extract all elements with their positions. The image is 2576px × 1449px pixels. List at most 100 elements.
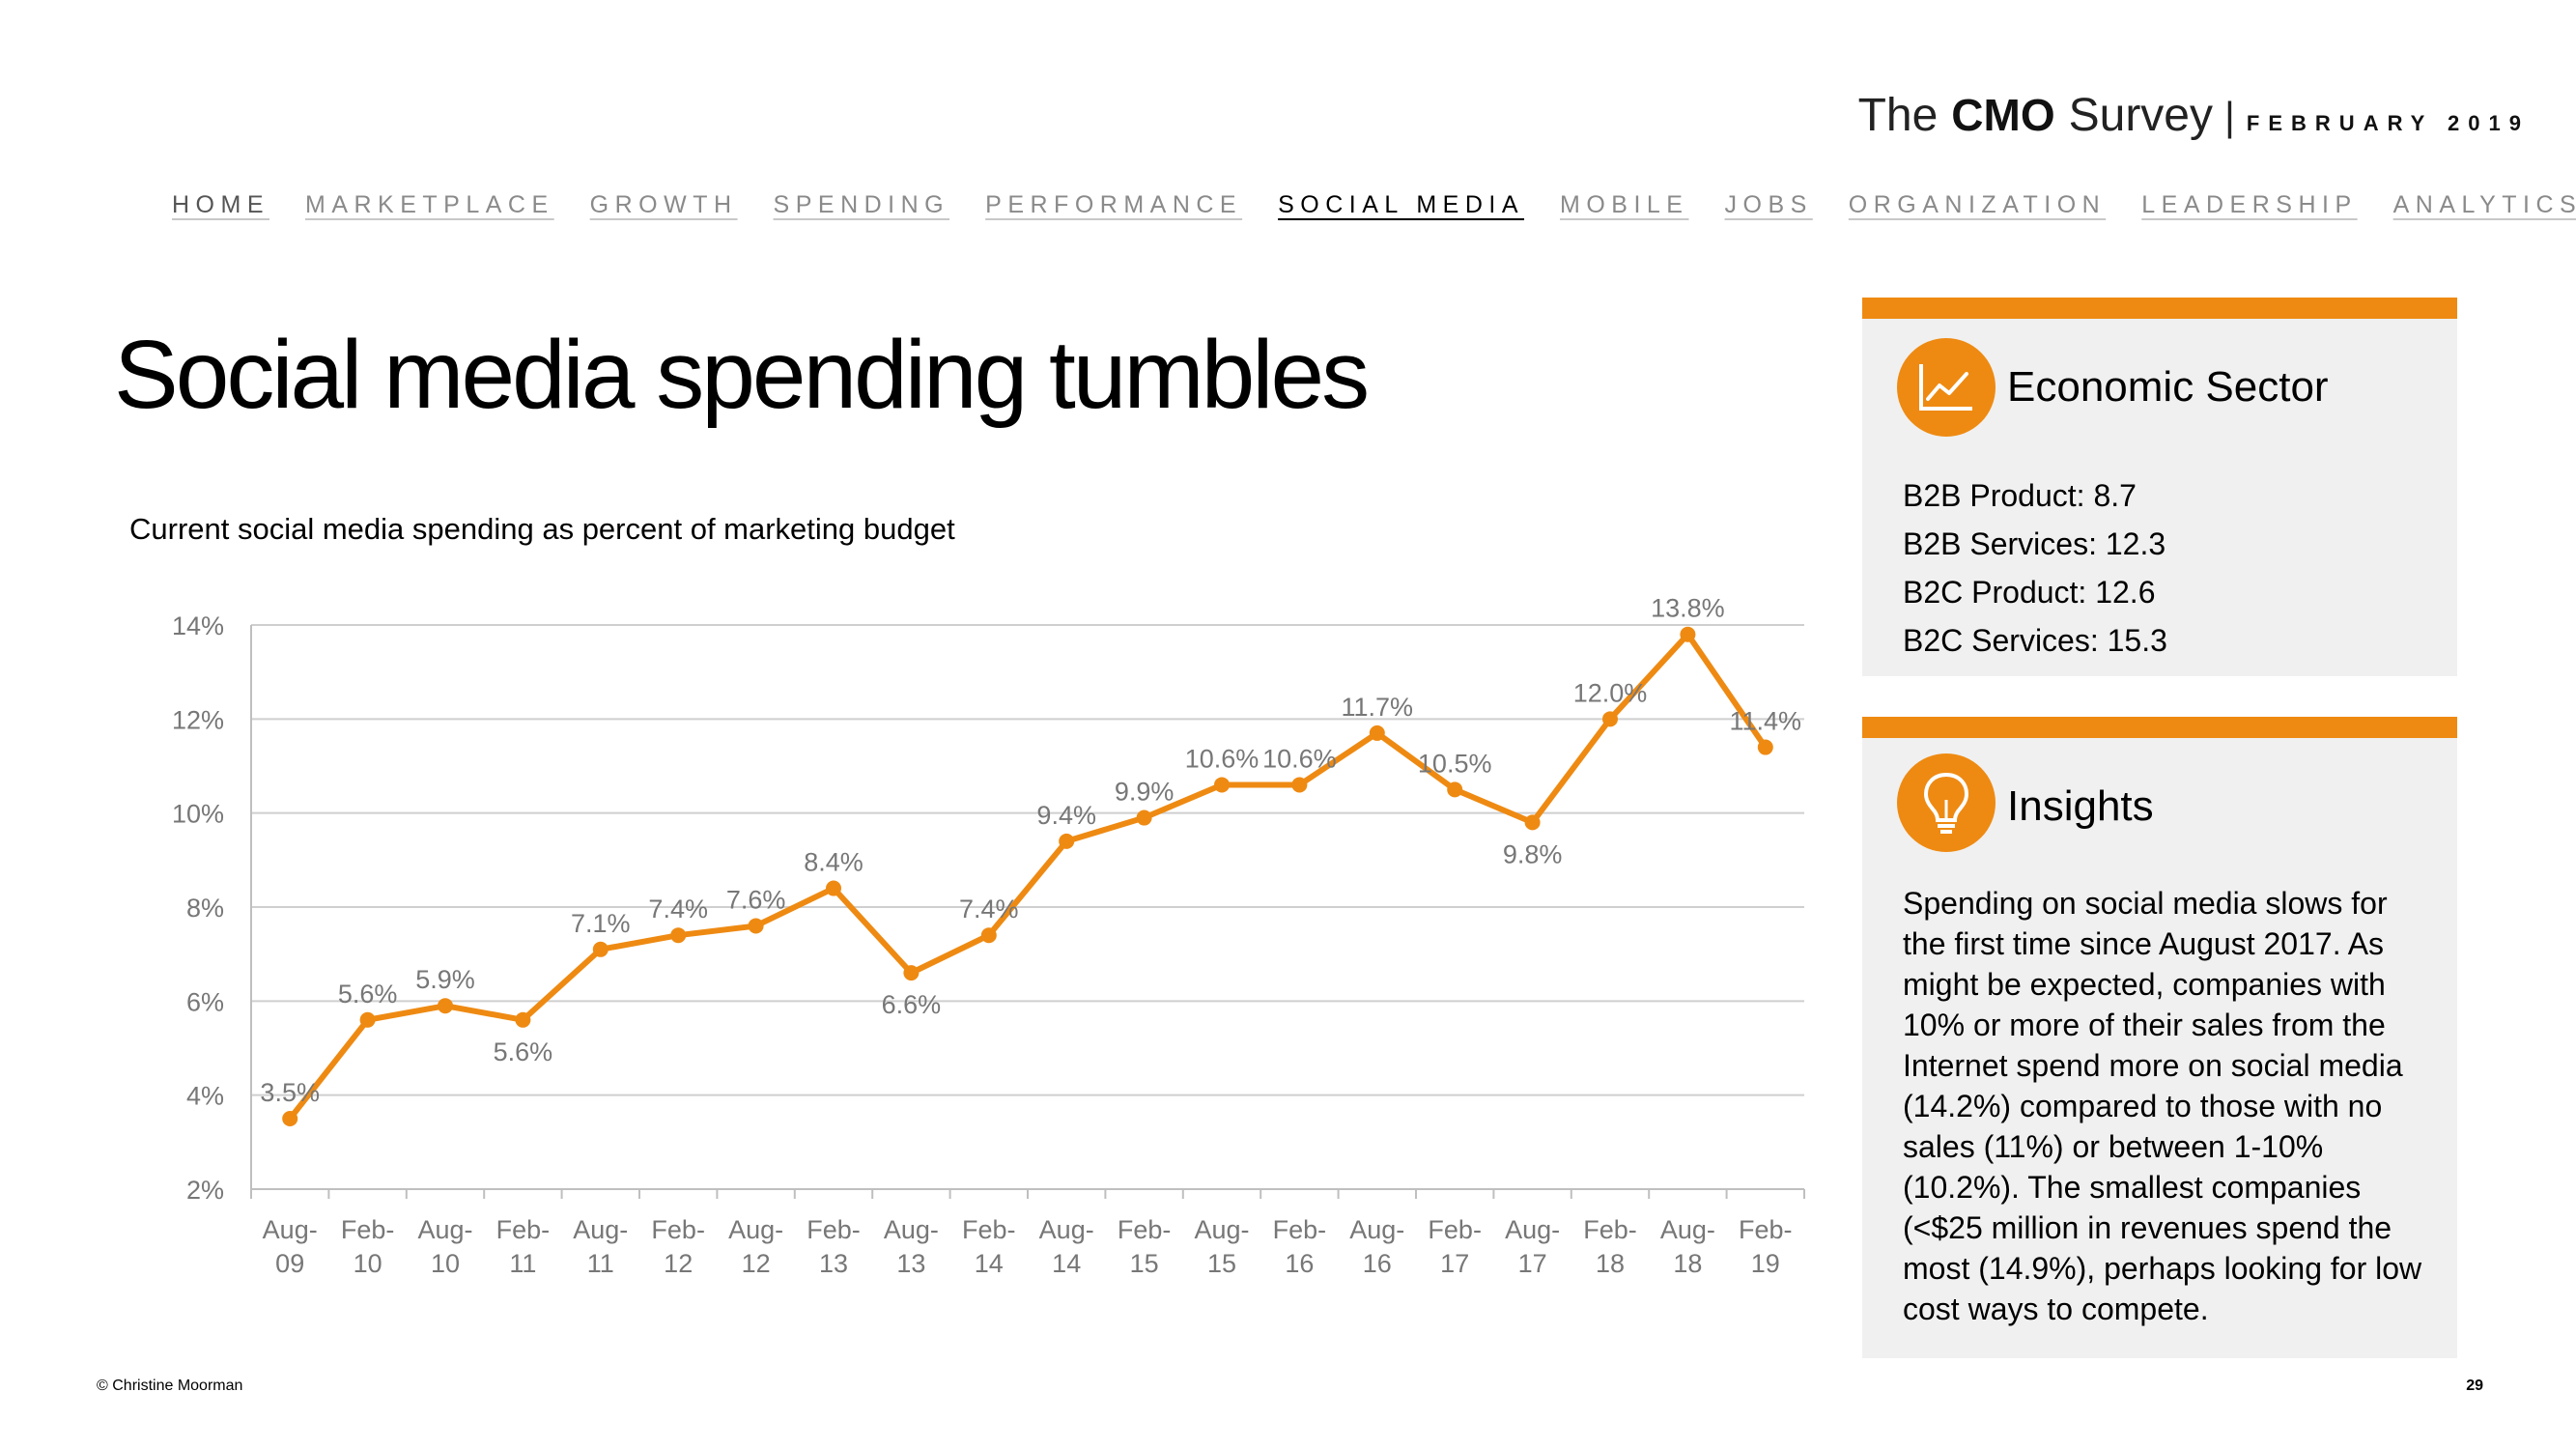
data-label: 8.4% — [804, 848, 863, 877]
x-tick-label: Feb- — [962, 1215, 1016, 1244]
x-tick-label: 17 — [1518, 1249, 1547, 1278]
nav-item-performance[interactable]: PERFORMANCE — [985, 191, 1243, 218]
x-tick-label: Feb- — [1583, 1215, 1637, 1244]
x-tick-label: Feb- — [1118, 1215, 1172, 1244]
x-tick-label: 13 — [819, 1249, 848, 1278]
data-label: 11.4% — [1730, 707, 1802, 736]
data-label: 7.1% — [571, 909, 631, 938]
insights-panel: Insights Spending on social media slows … — [1862, 717, 2457, 1358]
data-point — [1136, 810, 1152, 826]
x-tick-label: 14 — [1052, 1249, 1081, 1278]
data-label: 6.6% — [882, 990, 942, 1019]
nav-item-analytics[interactable]: ANALYTICS — [2392, 191, 2576, 218]
data-label: 7.4% — [959, 895, 1019, 923]
x-tick-label: 14 — [975, 1249, 1004, 1278]
data-point — [1602, 711, 1618, 727]
chart-title: Current social media spending as percent… — [129, 512, 955, 546]
x-tick-label: 18 — [1673, 1249, 1702, 1278]
x-tick-label: Feb- — [1273, 1215, 1327, 1244]
survey-brand: The CMO Survey | FEBRUARY 2019 — [1858, 89, 2530, 142]
list-item: B2C Services: 15.3 — [1903, 623, 2167, 658]
y-tick-label: 4% — [186, 1082, 224, 1111]
data-point — [282, 1111, 298, 1126]
nav-item-leadership[interactable]: LEADERSHIP — [2141, 191, 2358, 218]
brand-separator: | — [2224, 94, 2235, 139]
x-tick-label: 11 — [509, 1249, 536, 1278]
x-tick-label: Aug- — [263, 1215, 318, 1244]
x-tick-label: Aug- — [728, 1215, 783, 1244]
economic-sector-panel: Economic Sector B2B Product: 8.7 B2B Ser… — [1862, 298, 2457, 676]
list-item: B2B Product: 8.7 — [1903, 478, 2137, 513]
data-point — [1059, 833, 1075, 849]
x-tick-label: 15 — [1130, 1249, 1159, 1278]
brand-cmo: CMO — [1951, 90, 2055, 140]
nav-item-jobs[interactable]: JOBS — [1724, 191, 1813, 218]
data-point — [1369, 724, 1385, 741]
section-nav: HOME MARKETPLACE GROWTH SPENDING PERFORM… — [172, 191, 2576, 219]
data-point — [515, 1011, 531, 1028]
x-tick-label: 18 — [1596, 1249, 1625, 1278]
data-label: 9.9% — [1115, 778, 1175, 807]
data-label: 12.0% — [1573, 678, 1648, 707]
data-label: 11.7% — [1342, 693, 1414, 722]
x-tick-label: Feb- — [651, 1215, 705, 1244]
panel-accent-bar — [1862, 717, 2457, 738]
x-tick-label: 10 — [354, 1249, 382, 1278]
x-tick-label: 13 — [896, 1249, 925, 1278]
data-point — [1524, 814, 1541, 831]
data-point — [1447, 781, 1463, 798]
panel-accent-bar — [1862, 298, 2457, 319]
nav-item-social-media[interactable]: SOCIAL MEDIA — [1278, 191, 1525, 218]
x-tick-label: Feb- — [1739, 1215, 1793, 1244]
sector-list: B2B Product: 8.7 B2B Services: 12.3 B2C … — [1903, 471, 2167, 665]
data-label: 5.6% — [338, 980, 398, 1009]
x-tick-label: Feb- — [341, 1215, 395, 1244]
copyright: © Christine Moorman — [97, 1378, 243, 1394]
x-tick-label: Feb- — [496, 1215, 551, 1244]
list-item: B2C Product: 12.6 — [1903, 575, 2156, 610]
nav-item-growth[interactable]: GROWTH — [589, 191, 738, 218]
page-number: 29 — [2466, 1378, 2483, 1394]
line-chart-icon — [1897, 338, 1996, 437]
brand-survey: Survey — [2068, 90, 2213, 141]
data-point — [980, 927, 997, 944]
y-tick-label: 8% — [186, 894, 224, 923]
survey-date: FEBRUARY 2019 — [2246, 111, 2530, 135]
data-point — [670, 927, 687, 944]
x-tick-label: Feb- — [807, 1215, 861, 1244]
x-tick-label: Aug- — [1039, 1215, 1094, 1244]
y-tick-label: 14% — [172, 611, 224, 640]
social-spend-line-chart: 2% 4% 6% 8% 10% 12% 14% Aug- 09 Feb- 10 Aug- 10 Feb- 1… — [172, 594, 1805, 1278]
x-tick-label: Aug- — [417, 1215, 472, 1244]
x-tick-label: 09 — [275, 1249, 304, 1278]
page-title: Social media spending tumbles — [114, 321, 1370, 429]
x-tick-label: 10 — [431, 1249, 460, 1278]
sector-heading: Economic Sector — [2007, 363, 2329, 411]
y-tick-label: 2% — [186, 1176, 224, 1205]
data-point — [359, 1011, 376, 1028]
series-line — [287, 631, 1769, 1122]
x-tick-label: 16 — [1363, 1249, 1392, 1278]
data-point — [903, 965, 920, 981]
nav-item-marketplace[interactable]: MARKETPLACE — [305, 191, 554, 218]
x-tick-label: 16 — [1285, 1249, 1314, 1278]
nav-item-mobile[interactable]: MOBILE — [1560, 191, 1689, 218]
insights-text: Spending on social media slows for the f… — [1903, 886, 2422, 1326]
data-label: 9.8% — [1503, 839, 1563, 868]
data-label: 9.4% — [1036, 801, 1096, 830]
insights-heading: Insights — [2007, 782, 2154, 830]
data-label: 10.6% — [1185, 744, 1260, 773]
data-point — [826, 880, 841, 896]
x-tick-label: Feb- — [1428, 1215, 1482, 1244]
nav-item-home[interactable]: HOME — [172, 191, 269, 218]
y-tick-label: 10% — [172, 800, 224, 829]
nav-item-organization[interactable]: ORGANIZATION — [1848, 191, 2107, 218]
data-point — [1214, 777, 1230, 793]
x-tick-label: Aug- — [573, 1215, 628, 1244]
nav-item-spending[interactable]: SPENDING — [773, 191, 950, 218]
x-tick-label: Aug- — [1505, 1215, 1560, 1244]
brand-the: The — [1857, 90, 1939, 141]
y-tick-label: 12% — [172, 705, 224, 734]
data-point — [1680, 626, 1696, 642]
x-tick-label: 12 — [664, 1249, 693, 1278]
